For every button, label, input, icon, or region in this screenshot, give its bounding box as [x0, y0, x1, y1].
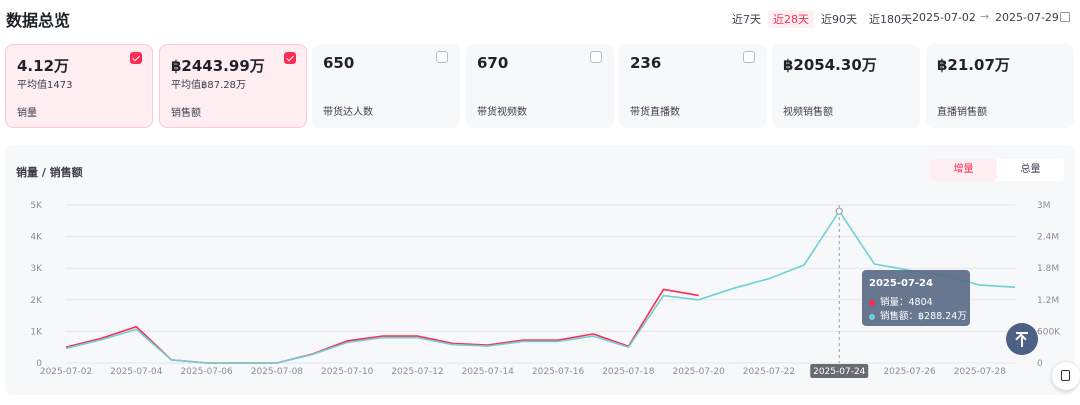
x-tick-label: 2025-07-20 [673, 367, 726, 377]
metric-label: 带货视频数 [477, 107, 527, 118]
x-tick-label: 2025-07-04 [110, 367, 163, 377]
calendar-icon[interactable] [1060, 12, 1070, 22]
x-tick-label: 2025-07-02 [40, 367, 92, 377]
range-7d-button[interactable]: 近7天 [732, 13, 761, 26]
metric-label: 销量 [17, 108, 37, 119]
metric-value: 4.12万 [17, 57, 70, 75]
metric-label: 销售额 [171, 108, 201, 119]
x-tick-label: 2025-07-22 [743, 367, 795, 377]
x-tick-label: 2025-07-28 [954, 367, 1007, 377]
range-28d-button[interactable]: 近28天 [768, 10, 814, 28]
line-chart[interactable]: 0 1K 2K 3K 4K 5K 0 600K 1.2M 1.8M 2.4M 3M 2025-07-02… [5, 145, 1075, 395]
metric-card-sales-amount[interactable]: ฿2443.99万 平均值฿87.28万 销售额 [159, 44, 307, 128]
metric-label: 视频销售额 [783, 107, 833, 118]
metric-card-videos[interactable]: 670 带货视频数 [466, 44, 614, 128]
metric-value: ฿2054.30万 [783, 56, 877, 74]
series-dot-icon [869, 299, 875, 306]
metric-value: 650 [323, 54, 355, 72]
x-tick-label: 2025-07-14 [462, 367, 515, 377]
metric-checkbox[interactable] [284, 52, 296, 64]
page-title: 数据总览 [6, 11, 71, 30]
x-tick-label: 2025-07-18 [602, 367, 655, 377]
metric-card-lives[interactable]: 236 带货直播数 [619, 44, 767, 128]
metric-value: 236 [630, 54, 662, 72]
y-left-tick-label: 3K [30, 264, 43, 274]
y-right-tick-label: 0 [1037, 359, 1043, 369]
y-right-tick-label: 1.8M [1037, 264, 1059, 274]
document-button[interactable] [1052, 362, 1080, 390]
range-90d-button[interactable]: 近90天 [821, 13, 857, 26]
y-right-tick-label: 1.2M [1037, 296, 1059, 306]
metric-label: 带货达人数 [323, 107, 373, 118]
x-tick-label: 2025-07-16 [532, 367, 585, 377]
metric-value: ฿2443.99万 [171, 57, 265, 75]
date-range-tabs: 近7天 近28天 近90天 近180天 [727, 10, 919, 28]
metric-card-live-sales: ฿21.07万 直播销售额 [926, 44, 1074, 128]
y-right-tick-label: 2.4M [1037, 233, 1059, 243]
chart-tooltip: 2025-07-24 销量：4804 销售额：฿288.24万 [862, 270, 970, 326]
x-tick-highlight [810, 364, 869, 378]
tooltip-date: 2025-07-24 [869, 278, 933, 289]
x-tick-label: 2025-07-06 [180, 367, 233, 377]
y-right-tick-label: 600K [1037, 327, 1061, 337]
y-left-tick-label: 2K [30, 296, 43, 306]
x-tick-label: 2025-07-24 [813, 367, 866, 377]
y-left-tick-label: 4K [30, 233, 43, 243]
metric-label: 直播销售额 [937, 107, 987, 118]
metric-value: ฿21.07万 [937, 56, 1010, 74]
x-tick-label: 2025-07-26 [883, 367, 936, 377]
metric-card-creators[interactable]: 650 带货达人数 [312, 44, 460, 128]
metric-label: 带货直播数 [630, 107, 680, 118]
date-start[interactable]: 2025-07-02 [912, 11, 976, 24]
metric-card-sales-volume[interactable]: 4.12万 平均值1473 销量 [5, 44, 153, 128]
x-tick-label: 2025-07-10 [321, 367, 374, 377]
chart-title: 销量 / 销售额 [16, 166, 83, 179]
metric-value: 670 [477, 54, 509, 72]
metric-card-video-sales: ฿2054.30万 视频销售额 [772, 44, 920, 128]
arrow-right-icon: → [980, 10, 990, 23]
document-icon [1061, 370, 1070, 381]
tooltip-row-amount: 销售额：฿288.24万 [869, 308, 967, 322]
series-line-amount [65, 209, 1016, 364]
y-left-tick-label: 0 [36, 359, 42, 369]
metric-average: 平均值฿87.28万 [171, 80, 246, 91]
metric-checkbox[interactable] [590, 51, 602, 63]
x-tick-label: 2025-07-12 [391, 367, 443, 377]
range-180d-button[interactable]: 近180天 [869, 13, 912, 26]
back-to-top-button[interactable] [1006, 323, 1038, 355]
date-range-picker[interactable]: 2025-07-02 → 2025-07-29 [906, 8, 1070, 28]
y-left-tick-label: 1K [30, 327, 43, 337]
x-tick-label: 2025-07-08 [251, 367, 304, 377]
metric-cards: 4.12万 平均值1473 销量 ฿2443.99万 平均值฿87.28万 销售… [5, 44, 1075, 128]
metric-checkbox[interactable] [436, 51, 448, 63]
date-end[interactable]: 2025-07-29 [995, 11, 1059, 24]
metric-checkbox[interactable] [743, 51, 755, 63]
header: 数据总览 近7天 近28天 近90天 近180天 2025-07-02 → 20… [0, 0, 1080, 36]
series-dot-icon [869, 313, 875, 320]
series-line-volume [66, 211, 839, 363]
toggle-total[interactable]: 总量 [1020, 164, 1041, 175]
mode-toggle: 增量 总量 [930, 159, 1064, 181]
y-right-tick-label: 3M [1037, 201, 1051, 211]
highlight-point [835, 207, 843, 215]
metric-checkbox[interactable] [130, 52, 142, 64]
toggle-increment[interactable]: 增量 [930, 159, 997, 181]
tooltip-row-volume: 销量：4804 [869, 294, 933, 308]
y-left-tick-label: 5K [30, 201, 43, 211]
metric-average: 平均值1473 [17, 80, 73, 91]
